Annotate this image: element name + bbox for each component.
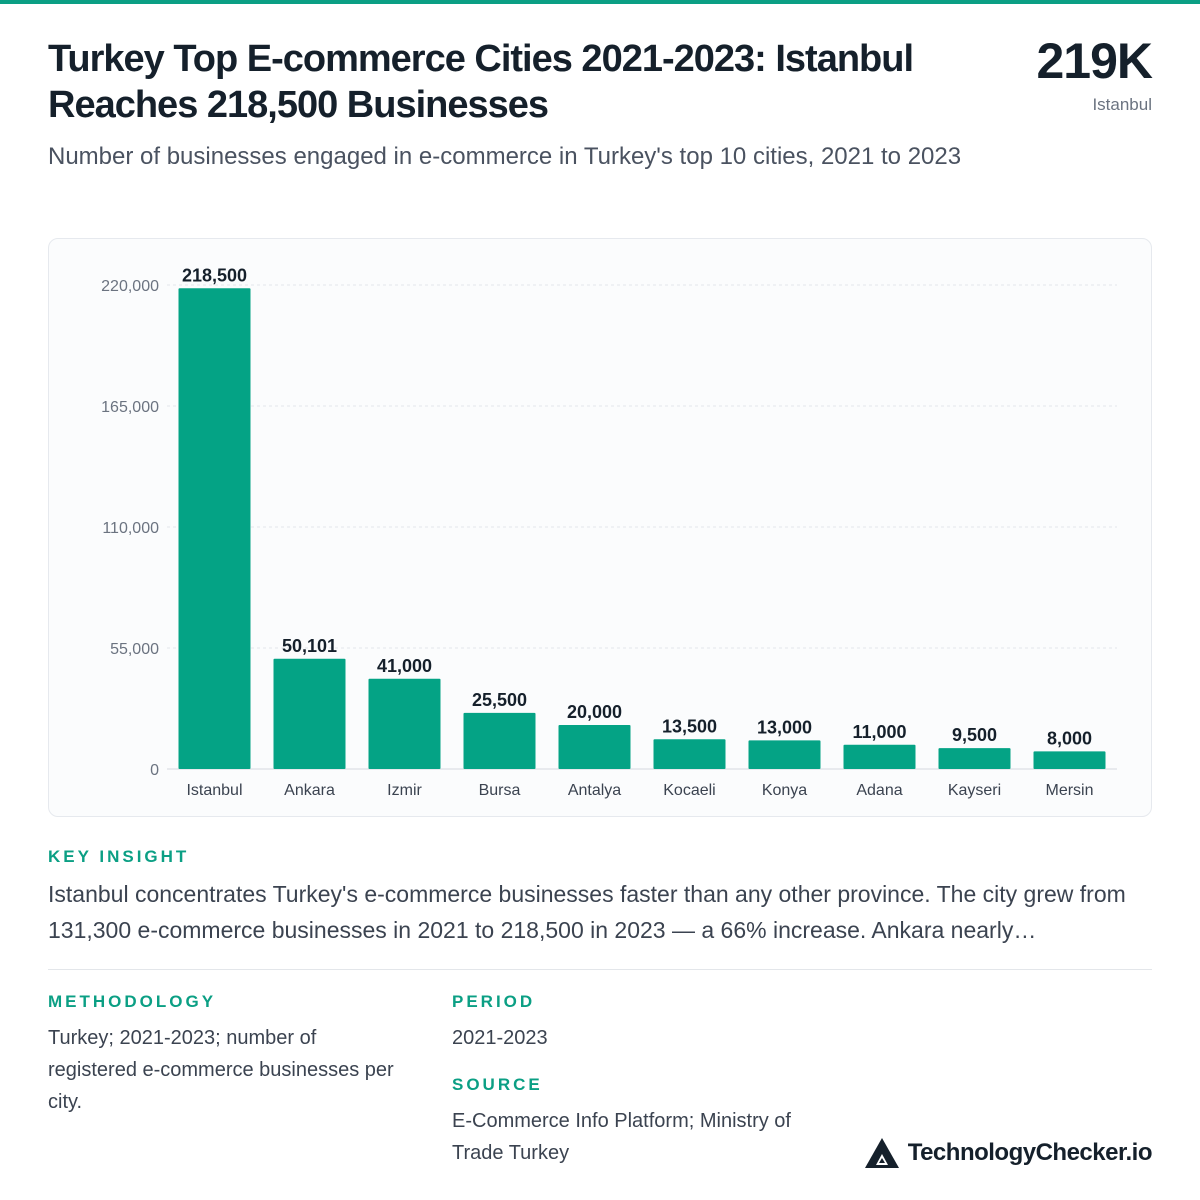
x-tick-label: Kayseri bbox=[948, 782, 1001, 799]
data-label: 8,000 bbox=[1047, 728, 1092, 748]
page-title: Turkey Top E-commerce Cities 2021-2023: … bbox=[48, 38, 914, 126]
section-divider bbox=[48, 969, 1152, 970]
bar-chart: 0 55,000 110,000 165,000 220,000 218,500 Ista… bbox=[101, 265, 1117, 799]
chart-card: 0 55,000 110,000 165,000 220,000 218,500 Ista… bbox=[48, 238, 1152, 817]
data-label: 20,000 bbox=[567, 702, 622, 722]
kpi-label: Istanbul bbox=[1092, 95, 1152, 114]
y-tick-label: 165,000 bbox=[101, 399, 159, 416]
period-text: 2021-2023 bbox=[452, 1027, 548, 1049]
brand-logo: TechnologyChecker.io bbox=[864, 1136, 1153, 1170]
bar-istanbul bbox=[178, 288, 251, 769]
data-label: 50,101 bbox=[282, 636, 337, 656]
data-label: 41,000 bbox=[377, 656, 432, 676]
x-tick-label: Adana bbox=[856, 782, 902, 799]
bar-bursa bbox=[463, 712, 536, 769]
key-insight-text: Istanbul concentrates Turkey's e-commerc… bbox=[48, 881, 1126, 943]
methodology-text: Turkey; 2021-2023; number of registered … bbox=[48, 1027, 394, 1113]
x-tick-label: Ankara bbox=[284, 782, 335, 799]
data-label: 218,500 bbox=[182, 265, 247, 285]
methodology-heading: METHODOLOGY bbox=[48, 992, 217, 1011]
x-tick-label: Bursa bbox=[479, 782, 521, 799]
x-tick-label: Antalya bbox=[568, 782, 621, 799]
y-tick-label: 110,000 bbox=[102, 520, 159, 537]
data-label: 25,500 bbox=[472, 690, 527, 710]
x-tick-label: Kocaeli bbox=[663, 782, 715, 799]
brand-name: TechnologyChecker.io bbox=[907, 1139, 1153, 1166]
chart-subtitle: Number of businesses engaged in e-commer… bbox=[48, 143, 962, 170]
bar-konya bbox=[748, 740, 821, 769]
kpi-value: 219K bbox=[1036, 33, 1153, 89]
source-text: E-Commerce Info Platform; Ministry of Tr… bbox=[452, 1110, 791, 1164]
bar-antalya bbox=[558, 725, 631, 769]
bar-izmir bbox=[368, 678, 441, 769]
x-tick-label: Izmir bbox=[387, 782, 422, 799]
x-tick-label: Konya bbox=[762, 782, 807, 799]
source-heading: SOURCE bbox=[452, 1075, 543, 1094]
data-label: 13,500 bbox=[662, 716, 717, 736]
bar-kocaeli bbox=[653, 739, 726, 769]
data-label: 11,000 bbox=[852, 722, 906, 742]
bar-kayseri bbox=[938, 748, 1011, 769]
y-tick-label: 0 bbox=[150, 762, 159, 779]
period-heading: PERIOD bbox=[452, 992, 536, 1011]
key-insight-heading: KEY INSIGHT bbox=[48, 847, 190, 866]
bar-adana bbox=[843, 744, 916, 769]
top-accent-bar bbox=[0, 0, 1200, 4]
y-tick-label: 220,000 bbox=[101, 278, 159, 295]
x-tick-label: Mersin bbox=[1045, 782, 1093, 799]
triangle-logo-icon bbox=[864, 1138, 899, 1168]
data-label: 9,500 bbox=[952, 725, 997, 745]
x-tick-label: Istanbul bbox=[186, 782, 242, 799]
bar-mersin bbox=[1033, 751, 1106, 769]
data-label: 13,000 bbox=[757, 717, 812, 737]
y-tick-label: 55,000 bbox=[110, 641, 159, 658]
bar-ankara bbox=[273, 658, 346, 769]
